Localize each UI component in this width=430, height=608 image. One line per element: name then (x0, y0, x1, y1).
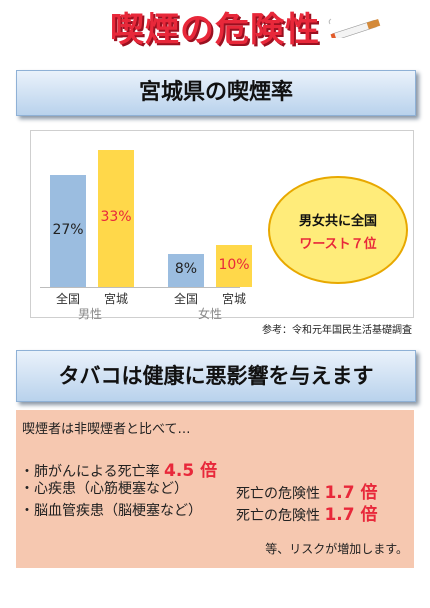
risk-text: ・脳血管疾患（脳梗塞など） (20, 503, 202, 519)
callout-line2: ワースト７位 (299, 237, 377, 252)
risk-value: 4.5 倍 (164, 461, 218, 481)
risk-intro: 喫煙者は非喫煙者と比べて… (22, 422, 191, 437)
bar-1 (98, 149, 134, 287)
risk-row-lung-cancer: ・肺がんによる死亡率 4.5 倍 (20, 456, 217, 481)
risk-value: 1.7 倍 (324, 483, 378, 503)
risk-row-heart-value: 死亡の危険性 1.7 倍 (236, 478, 378, 503)
cigarette-icon (328, 18, 381, 38)
bar-label-2: 8% (174, 261, 198, 278)
bar-label-0: 27% (52, 221, 84, 238)
risk-value: 1.7 倍 (324, 505, 378, 525)
page-title: 喫煙の危険性 (110, 10, 320, 50)
bar-3 (216, 245, 252, 287)
chart-axis (40, 287, 240, 288)
risk-text: ・心疾患（心筋梗塞など） (20, 481, 188, 497)
risk-row-stroke: ・脳血管疾患（脳梗塞など） (20, 500, 202, 520)
risk-row-heart: ・心疾患（心筋梗塞など） (20, 478, 188, 498)
category-label-3: 宮城 (221, 292, 246, 306)
bar-label-3: 10% (218, 257, 250, 274)
risk-panel (16, 410, 414, 568)
bar-label-1: 33% (100, 209, 132, 226)
worst-rank-callout: 男女共に全国 ワースト７位 (268, 176, 408, 284)
group-label-male: 男性 (77, 307, 102, 321)
source-note: 参考：令和元年国民生活基礎調査 (262, 325, 412, 336)
risk-mid: 死亡の危険性 (236, 508, 325, 524)
smoking-rate-banner: 宮城県の喫煙率 (16, 70, 416, 116)
group-label-female: 女性 (197, 307, 222, 321)
health-warning-banner: タバコは健康に悪影響を与えます (16, 350, 416, 402)
category-label-1: 宮城 (103, 292, 128, 306)
callout-line1: 男女共に全国 (298, 214, 377, 229)
risk-mid: 死亡の危険性 (236, 486, 325, 502)
bar-0 (50, 174, 86, 287)
bar-2 (168, 253, 204, 287)
category-label-0: 全国 (55, 292, 80, 306)
category-label-2: 全国 (173, 292, 198, 306)
risk-text: ・肺がんによる死亡率 (20, 464, 165, 480)
risk-footer: 等、リスクが増加します。 (265, 542, 408, 556)
risk-row-stroke-value: 死亡の危険性 1.7 倍 (236, 500, 378, 525)
